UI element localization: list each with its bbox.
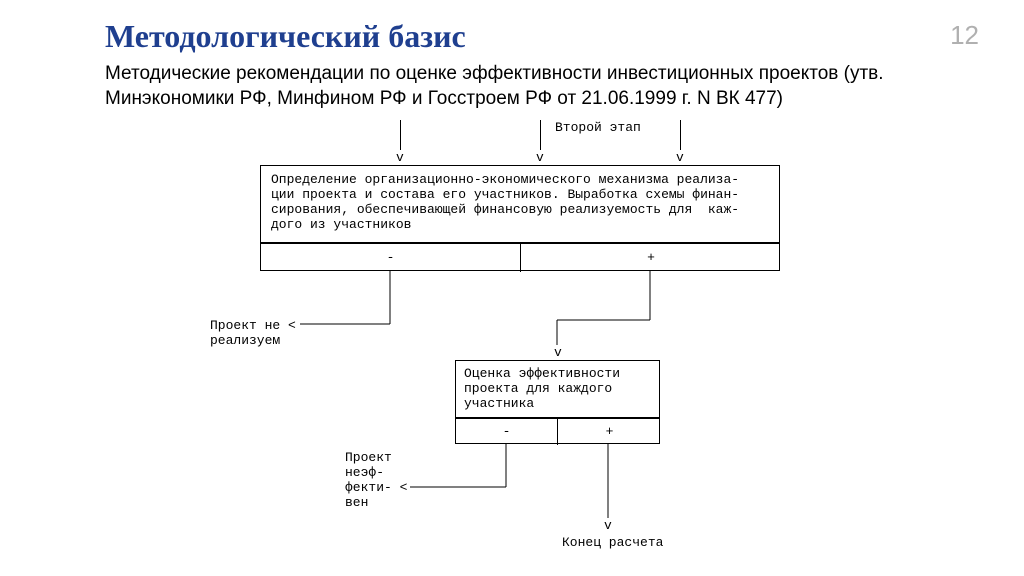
tick-1 (400, 120, 401, 134)
end-label: Конец расчета (562, 535, 663, 550)
arrow-v-1: v (396, 150, 404, 165)
exit-1-label: Проект не < реализуем (210, 318, 296, 348)
tick-2 (540, 120, 541, 134)
tick-3 (680, 120, 681, 134)
tick-6 (680, 134, 681, 150)
process-box-2-text: Оценка эффективности проекта для каждого… (464, 366, 651, 411)
arrow-v-end: v (604, 518, 612, 533)
stage-label: Второй этап (555, 120, 641, 135)
slide-title: Методологический базис (105, 18, 466, 55)
decision-1-plus: + (521, 244, 781, 272)
process-box-1-text: Определение организационно-экономическог… (271, 172, 769, 232)
decision-2-plus: + (558, 419, 661, 445)
process-box-1: Определение организационно-экономическог… (260, 165, 780, 243)
arrow-v-mid: v (554, 345, 562, 360)
page-number: 12 (950, 20, 979, 51)
decision-2-minus: - (456, 419, 558, 445)
flowchart-diagram: Второй этап v v v Определение организаци… (0, 120, 1024, 576)
tick-5 (540, 134, 541, 150)
process-box-2: Оценка эффективности проекта для каждого… (455, 360, 660, 418)
decision-1-minus: - (261, 244, 521, 272)
decision-2: - + (455, 418, 660, 444)
arrow-v-3: v (676, 150, 684, 165)
decision-1: - + (260, 243, 780, 271)
exit-2-label: Проект неэф- фекти- < вен (345, 450, 407, 510)
slide-subtitle: Методические рекомендации по оценке эффе… (105, 62, 979, 111)
arrow-v-2: v (536, 150, 544, 165)
tick-4 (400, 134, 401, 150)
